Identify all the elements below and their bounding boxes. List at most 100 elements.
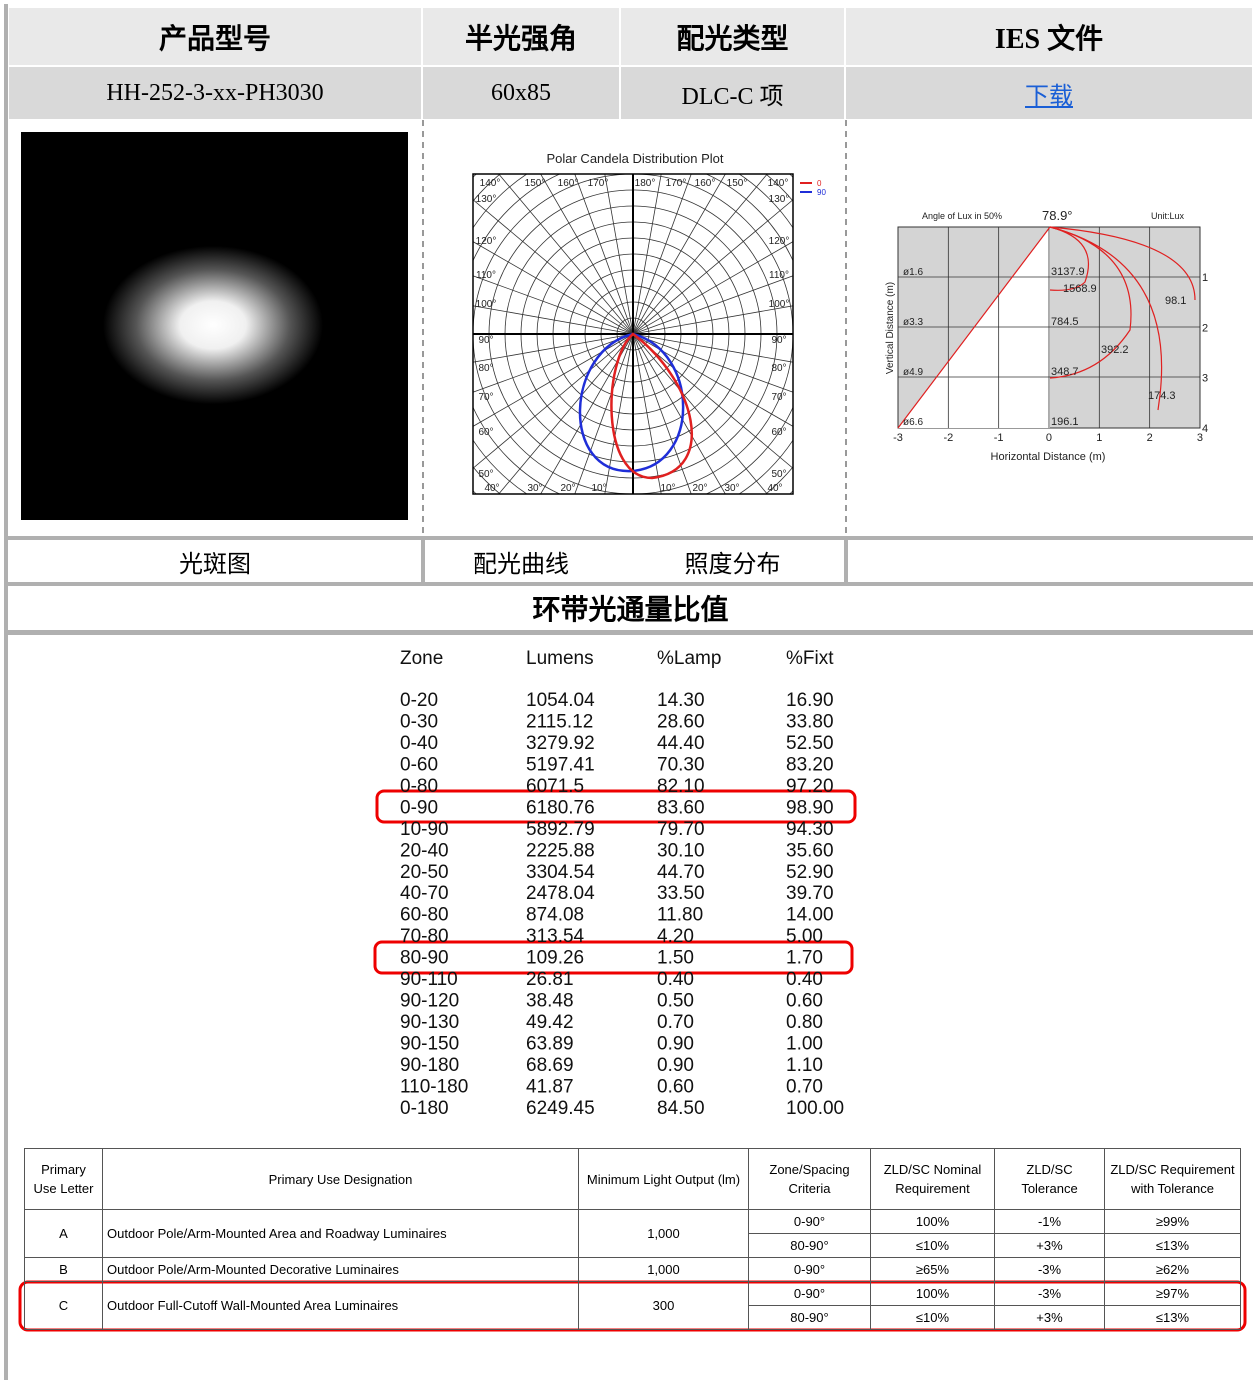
column-header: ZLD/SC Requirement with Tolerance [1104,1148,1241,1210]
caption: 配光曲线 [473,551,569,578]
zone-cell: 94.30 [786,819,834,840]
angle-label: 100° [769,299,790,310]
polar-spoke [540,174,634,335]
polar-spoke [604,174,634,335]
angle-label: 90° [771,335,786,346]
angle-label: 160° [558,178,579,189]
rule [8,536,1253,540]
curve-0 [610,332,693,480]
light-spot [103,245,323,405]
polar-spoke [632,333,768,494]
angle-label: 70° [478,392,493,403]
table-cell: -1% [994,1209,1105,1234]
table-cell: -3% [994,1257,1105,1282]
zone-cell: 0-20 [400,690,438,711]
zone-cell: 90-130 [400,1012,459,1033]
polar-spoke [632,174,768,335]
polar-spoke [473,333,634,363]
angle-label: 120° [769,236,790,247]
y-tick-label: 4 [1202,423,1208,435]
table-cell: C [24,1281,103,1330]
zone-cell: 6071.5 [526,776,584,797]
zone-cell: 16.90 [786,690,834,711]
table-cell: 1,000 [578,1209,749,1258]
zone-header: %Fixt [786,648,834,669]
highlight [373,940,854,975]
lux-value: 392.2 [1101,344,1129,356]
polar-spoke [632,333,793,469]
zone-cell: 83.20 [786,754,834,775]
zone-cell: 0-30 [400,711,438,732]
table-cell: 1,000 [578,1257,749,1282]
zone-cell: 2115.12 [526,711,593,732]
zone-cell: 0-90 [400,797,438,818]
lux-value: 174.3 [1148,390,1176,402]
zone-cell: 90-120 [400,991,459,1012]
zone-cell: 44.70 [657,862,705,883]
table-cell: 80-90° [748,1233,871,1258]
header-cell: 产品型号 [9,8,421,65]
angle-label: 50° [478,469,493,480]
rule [421,538,425,584]
lux-value: 196.1 [1051,416,1079,428]
zone-cell: 28.60 [657,711,705,732]
lux-value: 3137.9 [1051,266,1085,278]
zone-cell: 3304.54 [526,862,595,883]
zone-cell: 33.80 [786,711,834,732]
zone-cell: 11.80 [657,905,703,926]
table-cell: +3% [994,1305,1105,1330]
polar-spoke [632,333,793,393]
zone-cell: 6249.45 [526,1098,595,1119]
zone-cell: 39.70 [786,883,834,904]
table-cell: ≤10% [870,1233,995,1258]
angle-label: 60° [771,427,786,438]
angle-label: 30° [724,483,739,494]
dlc-table: Primary Use Letter Primary Use Designatio… [24,1148,1241,1330]
angle-label: 170° [588,178,609,189]
zone-cell: 83.60 [657,797,705,818]
diameter-label: ø1.6 [903,267,923,278]
polar-spoke [632,241,793,335]
zone-cell: 2225.88 [526,840,595,861]
angle-label: 80° [771,363,786,374]
polar-spoke [473,333,634,393]
zone-cell: 0-60 [400,754,438,775]
table-row: 80-90° ≤10% +3% ≤13% [25,1233,1241,1258]
zone-cell: 70-80 [400,926,449,947]
table-cell: Outdoor Pole/Arm-Mounted Decorative Lumi… [102,1257,579,1282]
zone-cell: 14.00 [786,905,834,926]
zone-header: %Lamp [657,648,721,669]
angle-label: 170° [666,178,687,189]
angle-label: 80° [478,363,493,374]
zone-cell: 313.54 [526,926,585,947]
zone-cell: 0.60 [657,1076,694,1097]
angle-label: 10° [591,483,606,494]
polar-spoke [604,333,634,494]
zone-cell: 0.40 [657,969,694,990]
column-header: Zone/Spacing Criteria [748,1148,871,1210]
zone-cell: 1.00 [786,1034,823,1055]
angle-label: 20° [692,483,707,494]
beam-edge [897,226,1051,429]
angle-label: 40° [767,483,782,494]
zone-cell: 52.50 [786,733,834,754]
table-cell: B [24,1257,103,1282]
highlight [375,789,857,824]
angle-label: 50° [771,469,786,480]
table-row: 80-90° ≤10% +3% ≤13% [25,1305,1241,1330]
zone-cell: 20-40 [400,840,449,861]
zone-cell: 0.90 [657,1034,694,1055]
zone-cell: 1.70 [786,948,823,969]
table-cell: 80-90° [748,1305,871,1330]
polar-spoke [632,275,793,335]
download-link[interactable]: 下载 [1025,83,1073,110]
angle-label: 100° [476,299,497,310]
header-cell: IES 文件 [846,8,1252,65]
angle-label: 70° [771,392,786,403]
table-cell: 300 [578,1281,749,1330]
left-border [4,4,8,1380]
lux-angle: 78.9° [1042,208,1073,223]
diameter-label: ø4.9 [903,367,923,378]
table-cell: ≥99% [1104,1209,1241,1234]
table-cell: 100% [870,1281,995,1306]
